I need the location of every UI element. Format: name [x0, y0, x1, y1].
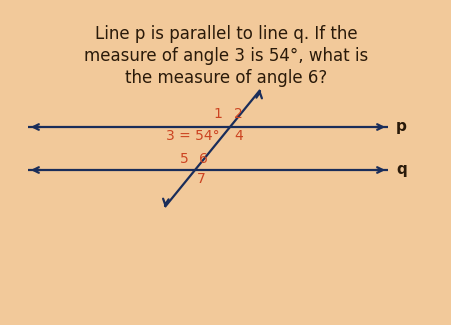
Text: 7: 7: [197, 172, 205, 186]
Text: 2: 2: [234, 107, 242, 121]
Text: 3 = 54°: 3 = 54°: [166, 129, 220, 143]
Text: 4: 4: [234, 129, 242, 143]
Text: 1: 1: [213, 107, 221, 121]
Text: q: q: [395, 162, 406, 177]
Text: 6: 6: [198, 152, 207, 166]
Text: Line p is parallel to line q. If the: Line p is parallel to line q. If the: [94, 25, 357, 43]
Text: the measure of angle 6?: the measure of angle 6?: [124, 69, 327, 87]
Text: measure of angle 3 is 54°, what is: measure of angle 3 is 54°, what is: [84, 47, 367, 65]
Text: p: p: [395, 120, 406, 135]
Text: 5: 5: [180, 152, 189, 166]
